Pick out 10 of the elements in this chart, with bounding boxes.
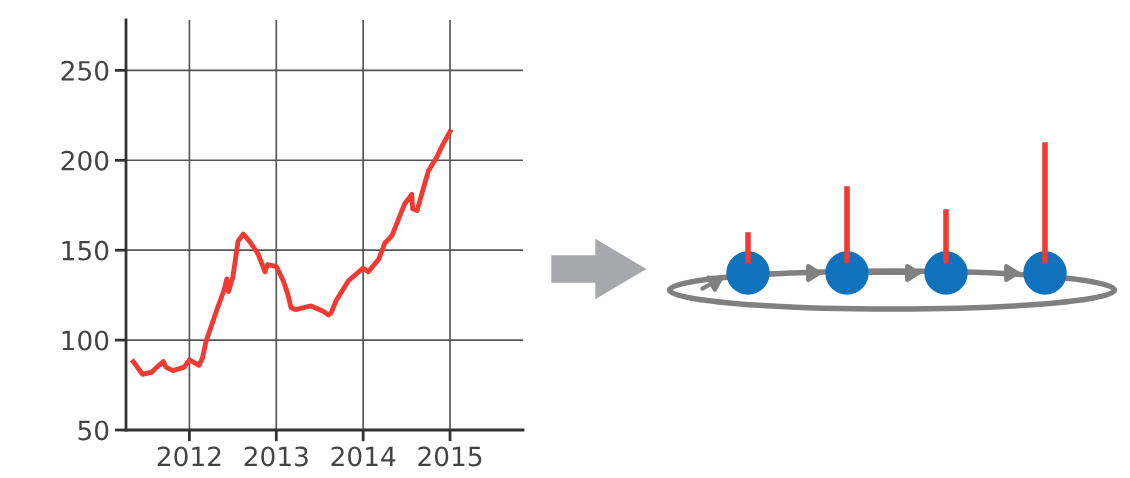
y-tick-label: 200 <box>61 150 109 171</box>
line-series <box>130 129 453 377</box>
x-tick-label: 2013 <box>244 446 308 467</box>
x-tick-label: 2015 <box>418 446 482 467</box>
y-tick-label: 150 <box>62 240 109 261</box>
x-tick-label: 2014 <box>331 446 396 467</box>
y-tick-label: 250 <box>61 60 109 81</box>
y-tick-label: 50 <box>78 420 109 441</box>
y-tick-label: 100 <box>62 330 109 351</box>
x-tick-label: 2012 <box>157 446 221 467</box>
